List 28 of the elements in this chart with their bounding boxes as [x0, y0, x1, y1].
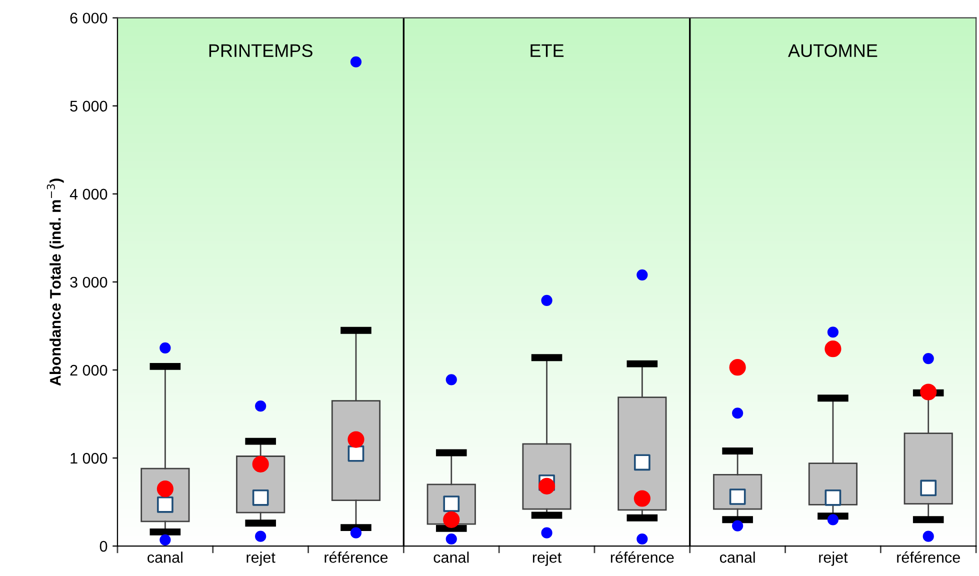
x-tick-label: canal — [148, 552, 182, 563]
x-tick-label: référence — [324, 551, 388, 563]
point — [824, 340, 842, 358]
x-tick-label: rejet — [532, 552, 562, 566]
y-tick-label: 1 000 — [70, 452, 108, 464]
point — [729, 359, 746, 376]
x-tick-label: canal — [434, 552, 469, 563]
y-axis-title: Abondance Totale (ind. m$^{−3}$) — [46, 178, 64, 386]
y-tick-label: 0 — [100, 540, 108, 552]
y-tick-label: 5 000 — [70, 100, 108, 112]
point — [252, 456, 269, 472]
x-tick-label: référence — [610, 551, 674, 563]
point — [443, 511, 460, 528]
x-tick-label: rejet — [819, 552, 848, 566]
x-tick-label: canal — [720, 552, 755, 563]
point — [538, 478, 556, 494]
annotation: AUTOMNE — [788, 44, 878, 58]
point — [348, 431, 364, 448]
x-tick-label: référence — [897, 551, 960, 563]
y-tick-label: 6 000 — [70, 12, 108, 24]
y-tick-label: 3 000 — [70, 276, 108, 288]
annotation: PRINTEMPS — [209, 44, 312, 58]
x-tick-label: rejet — [246, 552, 276, 566]
point — [920, 384, 937, 400]
y-tick-label: 2 000 — [70, 364, 108, 376]
y-tick-label: 4 000 — [70, 188, 108, 200]
point — [634, 490, 650, 507]
annotation: ETE — [530, 44, 564, 57]
